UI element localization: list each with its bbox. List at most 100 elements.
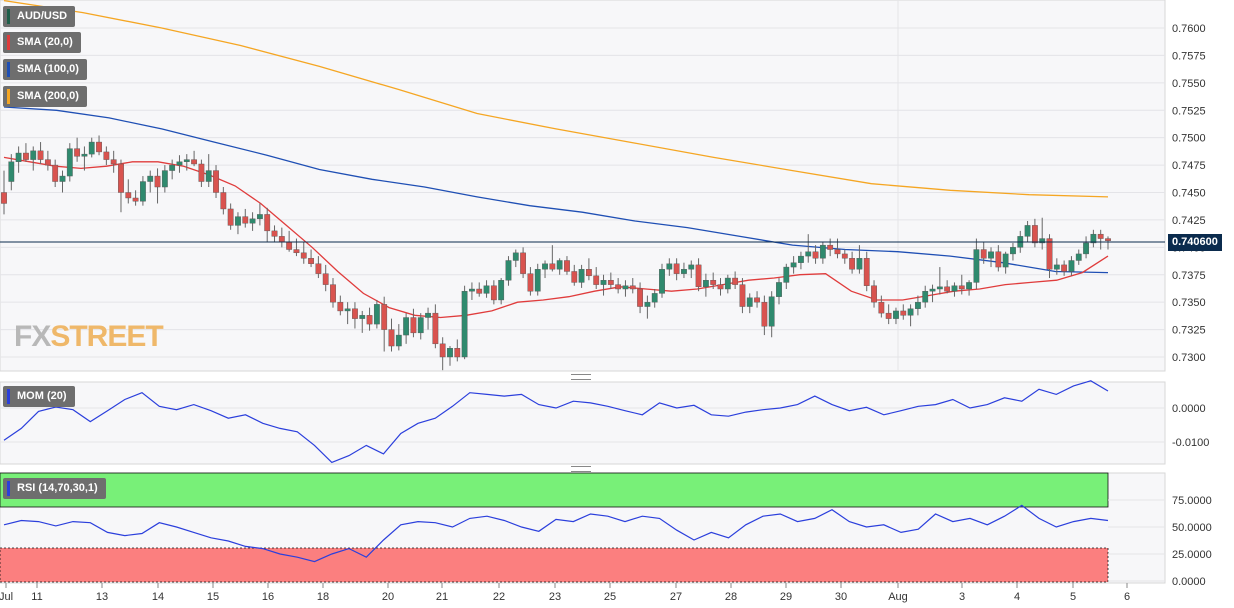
candle — [483, 280, 490, 298]
candle-body — [373, 304, 380, 325]
candle-body — [132, 197, 139, 202]
candle — [929, 284, 936, 303]
sma200-legend-text: SMA (200,0) — [17, 90, 79, 102]
candle — [308, 249, 314, 268]
candle-body — [1039, 238, 1046, 244]
candle — [505, 256, 512, 286]
candle-body — [761, 301, 768, 327]
candle-body — [352, 308, 358, 319]
candle-body — [907, 308, 914, 316]
candle-body — [534, 269, 541, 292]
price-grid — [0, 27, 1165, 358]
candle-body — [505, 260, 512, 281]
candle-body — [154, 175, 161, 188]
candle — [819, 241, 826, 264]
candle-body — [403, 317, 410, 336]
candle-body — [15, 152, 22, 162]
candle-body — [681, 269, 687, 274]
candle — [724, 274, 731, 294]
candle-body — [417, 317, 424, 334]
candle-body — [125, 192, 132, 199]
watermark-street: STREET — [50, 320, 163, 353]
candle-body — [878, 301, 885, 314]
candle — [527, 267, 534, 296]
candle — [37, 142, 44, 164]
candle — [841, 249, 848, 264]
price-tick-label: 0.7550 — [1172, 78, 1206, 90]
date-tick-label: 25 — [604, 591, 616, 603]
candle — [388, 318, 395, 352]
candle — [183, 154, 190, 171]
candle — [15, 146, 22, 173]
candle — [607, 272, 614, 290]
candle — [688, 260, 695, 279]
candle — [776, 278, 782, 305]
candle-body — [966, 282, 972, 290]
candle-body — [973, 249, 980, 283]
candle — [1061, 260, 1068, 276]
candle-body — [644, 301, 651, 307]
candle-body — [600, 280, 607, 285]
candle-body — [461, 291, 468, 358]
candle-body — [717, 284, 724, 290]
candle — [593, 267, 600, 290]
candle — [556, 258, 563, 275]
candle-body — [849, 258, 856, 270]
panel-resize-handle[interactable] — [571, 374, 591, 380]
candle — [8, 154, 15, 191]
date-tick-label: 22 — [493, 591, 505, 603]
candle-body — [264, 214, 271, 232]
panel-resize-handle[interactable] — [571, 466, 591, 472]
candle-body — [834, 249, 841, 255]
candle — [827, 238, 834, 257]
candle — [549, 245, 556, 272]
candle-body — [469, 288, 475, 292]
candle — [322, 264, 329, 292]
candle — [710, 272, 717, 290]
candle-body — [235, 216, 241, 226]
candle — [490, 280, 497, 305]
date-tick-label: 29 — [780, 591, 792, 603]
candle — [132, 190, 139, 206]
candle — [44, 150, 51, 171]
candle — [300, 241, 307, 264]
candle — [681, 262, 687, 279]
momentum-line — [3, 380, 1109, 464]
candle-body — [88, 141, 95, 155]
candle — [337, 295, 344, 316]
rsi-legend: RSI (14,70,30,1) — [3, 478, 106, 499]
candle — [417, 313, 424, 340]
candle — [1090, 229, 1097, 248]
candle — [761, 295, 768, 336]
rsi-path — [3, 504, 1109, 563]
candle-body — [242, 216, 249, 224]
candle — [191, 150, 197, 167]
candle — [966, 280, 972, 296]
candle — [256, 203, 263, 226]
candle-body — [988, 251, 994, 259]
candle-body — [549, 263, 556, 270]
candle-body — [227, 208, 234, 226]
candle — [812, 245, 819, 264]
price-tick-label: 0.7500 — [1172, 133, 1206, 145]
candle-body — [66, 148, 73, 177]
candle-body — [308, 258, 314, 264]
candle — [695, 258, 702, 292]
date-tick-label: Jul — [0, 591, 13, 603]
rsi-oversold-zone — [0, 547, 1109, 583]
candle-body — [1031, 225, 1038, 244]
candle — [849, 251, 856, 274]
candle — [564, 256, 570, 275]
candle-body — [366, 315, 373, 325]
candle — [673, 258, 680, 281]
candle — [586, 258, 592, 281]
candle-body — [922, 291, 929, 303]
candle — [140, 176, 146, 206]
candle-body — [30, 150, 37, 160]
candle-body — [783, 266, 790, 283]
candle-body — [476, 288, 483, 294]
candle-body — [1010, 247, 1016, 255]
candle-body — [724, 277, 731, 290]
candle — [74, 137, 81, 162]
